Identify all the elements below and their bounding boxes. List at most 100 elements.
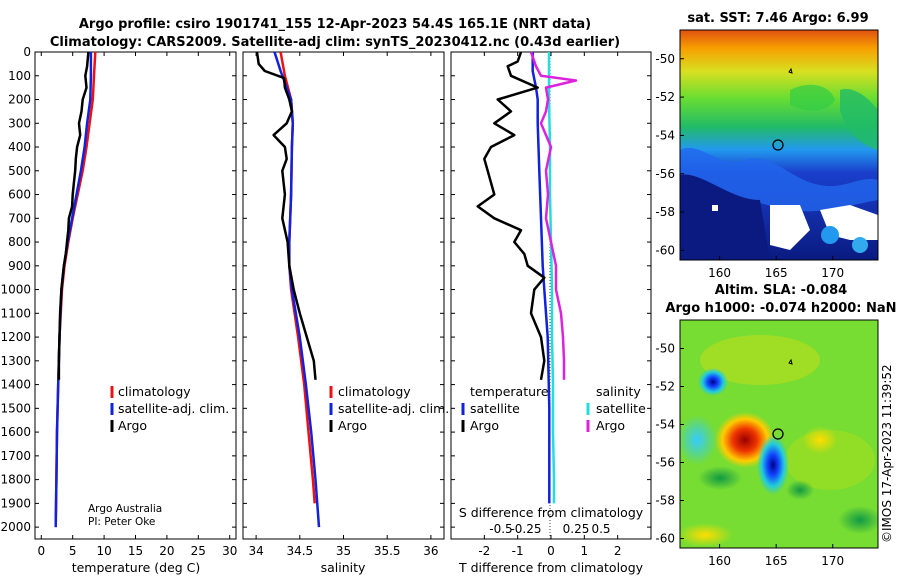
y-tick-label: 500 bbox=[8, 164, 31, 178]
legend-argo-label: Argo bbox=[338, 418, 367, 433]
legend-climatology-label: climatology bbox=[118, 384, 191, 399]
legend-diff-sal-argo-label: Argo bbox=[596, 418, 625, 433]
x-tick-label: 0 bbox=[37, 544, 45, 558]
x-tick-label: 5 bbox=[69, 544, 77, 558]
map-y-tick-label: -60 bbox=[655, 532, 675, 546]
x-tick-label: -1 bbox=[512, 544, 524, 558]
y-tick-label: 1900 bbox=[0, 496, 31, 510]
y-tick-label: 600 bbox=[8, 188, 31, 202]
series-line-satellite-adj-clim- bbox=[273, 51, 321, 528]
x2-tick-label: -0.5 bbox=[489, 522, 512, 536]
legend-diff-temperature-label: temperature bbox=[470, 384, 549, 399]
y-tick-label: 1400 bbox=[0, 378, 31, 392]
map-y-tick-label: -52 bbox=[655, 90, 675, 104]
x-tick-label: 2 bbox=[614, 544, 622, 558]
y-tick-label: 100 bbox=[8, 69, 31, 83]
salinity-legend: climatology satellite-adj. clim. Argo bbox=[329, 384, 449, 433]
temperature-axis-label: temperature (deg C) bbox=[72, 560, 201, 575]
x-tick-label: 35.5 bbox=[374, 544, 401, 558]
y-tick-label: 1600 bbox=[0, 425, 31, 439]
sla-map-frame bbox=[679, 319, 879, 549]
x-tick-label: 34.5 bbox=[286, 544, 313, 558]
series-line-argo bbox=[57, 51, 90, 380]
legend-satellite-label: satellite-adj. clim. bbox=[338, 401, 449, 416]
map-y-tick-label: -54 bbox=[655, 128, 675, 142]
y-tick-label: 1500 bbox=[0, 401, 31, 415]
series-line-temperature-argo bbox=[476, 51, 546, 381]
x-tick-label: 35 bbox=[336, 544, 351, 558]
map-ticks: 160 165 170 -50 -52 -54 -56 -58 -60 160 165 170 -50 -… bbox=[655, 52, 844, 568]
map-y-tick-label: -52 bbox=[655, 380, 675, 394]
legend-climatology-label: climatology bbox=[338, 384, 411, 399]
x-tick-label: 0 bbox=[547, 544, 555, 558]
legend-diff-salinity-label: salinity bbox=[596, 384, 641, 399]
sla-island-outline bbox=[788, 358, 793, 365]
x-tick-label: 25 bbox=[191, 544, 206, 558]
x2-tick-label: -0.25 bbox=[510, 522, 541, 536]
series-line-satellite-adj-clim- bbox=[54, 52, 93, 528]
credit-pi: PI: Peter Oke bbox=[88, 516, 155, 528]
x-tick-label: 10 bbox=[96, 544, 111, 558]
legend-diff-sal-satellite-label: satellite bbox=[596, 401, 646, 416]
x-tick-label: 1 bbox=[581, 544, 589, 558]
s-difference-ticks: -0.5-0.25 0.25 0.5 bbox=[489, 522, 610, 536]
sst-map-title: sat. SST: 7.46 Argo: 6.99 bbox=[687, 11, 868, 26]
y-tick-label: 1100 bbox=[0, 306, 31, 320]
map-y-tick-label: -54 bbox=[655, 418, 675, 432]
sst-map-image bbox=[680, 30, 878, 260]
sla-map-image bbox=[680, 320, 878, 548]
map-x-tick-label: 165 bbox=[765, 554, 788, 568]
sst-map-frame bbox=[679, 29, 879, 261]
title-line-1: Argo profile: csiro 1901741_155 12-Apr-2… bbox=[79, 17, 591, 32]
x-tick-label: 34 bbox=[248, 544, 263, 558]
y-tick-label: 200 bbox=[8, 93, 31, 107]
y-tick-label: 1700 bbox=[0, 449, 31, 463]
map-y-tick-label: -56 bbox=[655, 456, 675, 470]
sst-island-outline bbox=[788, 67, 793, 74]
y-tick-label: 900 bbox=[8, 259, 31, 273]
map-y-tick-label: -50 bbox=[655, 52, 675, 66]
map-y-tick-label: -58 bbox=[655, 494, 675, 508]
x-tick-label: 20 bbox=[159, 544, 174, 558]
x-tick-label: -2 bbox=[478, 544, 490, 558]
legend-argo-label: Argo bbox=[118, 418, 147, 433]
x-tick-label: 30 bbox=[222, 544, 237, 558]
y-tick-label: 1000 bbox=[0, 283, 31, 297]
t-difference-axis-label: T difference from climatology bbox=[458, 560, 644, 575]
temperature-legend: climatology satellite-adj. clim. Argo bbox=[110, 384, 229, 433]
map-x-tick-label: 170 bbox=[821, 554, 844, 568]
difference-legend: temperature satellite Argo salinity sate… bbox=[461, 384, 646, 433]
y-tick-label: 300 bbox=[8, 116, 31, 130]
legend-diff-temp-argo-label: Argo bbox=[470, 418, 499, 433]
temperature-profile-plot: 0 5 10 15 20 25 300100200300400500600700800900… bbox=[0, 45, 237, 558]
y-tick-label: 1800 bbox=[0, 473, 31, 487]
map-y-tick-label: -50 bbox=[655, 342, 675, 356]
x-tick-label: 15 bbox=[128, 544, 143, 558]
y-tick-label: 400 bbox=[8, 140, 31, 154]
imos-timestamp: ©IMOS 17-Apr-2023 11:39:52 bbox=[880, 364, 894, 543]
y-tick-label: 1200 bbox=[0, 330, 31, 344]
sla-argo-location-marker bbox=[772, 428, 784, 440]
y-tick-label: 800 bbox=[8, 235, 31, 249]
x2-tick-label: 0.25 bbox=[563, 522, 590, 536]
map-x-tick-label: 170 bbox=[821, 266, 844, 280]
map-x-tick-label: 160 bbox=[708, 554, 731, 568]
sla-map-title: Altim. SLA: -0.084 bbox=[715, 283, 847, 298]
legend-diff-temp-satellite-label: satellite bbox=[470, 401, 520, 416]
legend-satellite-label: satellite-adj. clim. bbox=[118, 401, 229, 416]
temperature-plot-frame bbox=[34, 51, 237, 540]
sst-argo-location-marker bbox=[772, 139, 784, 151]
y-tick-label: 0 bbox=[23, 45, 31, 59]
map-y-tick-label: -58 bbox=[655, 205, 675, 219]
salinity-axis-label: salinity bbox=[321, 560, 366, 575]
y-tick-label: 700 bbox=[8, 211, 31, 225]
map-y-tick-label: -60 bbox=[655, 243, 675, 257]
series-line-salinity-argo bbox=[529, 51, 578, 380]
credit-argo-australia: Argo Australia bbox=[88, 503, 162, 515]
difference-profile-plot: -2 -1 0 1 2 bbox=[451, 51, 651, 558]
series-line-salinity-satellite bbox=[547, 52, 556, 504]
map-x-tick-label: 165 bbox=[765, 266, 788, 280]
series-line-argo bbox=[255, 51, 317, 380]
title-line-2: Climatology: CARS2009. Satellite-adj cli… bbox=[50, 35, 620, 50]
